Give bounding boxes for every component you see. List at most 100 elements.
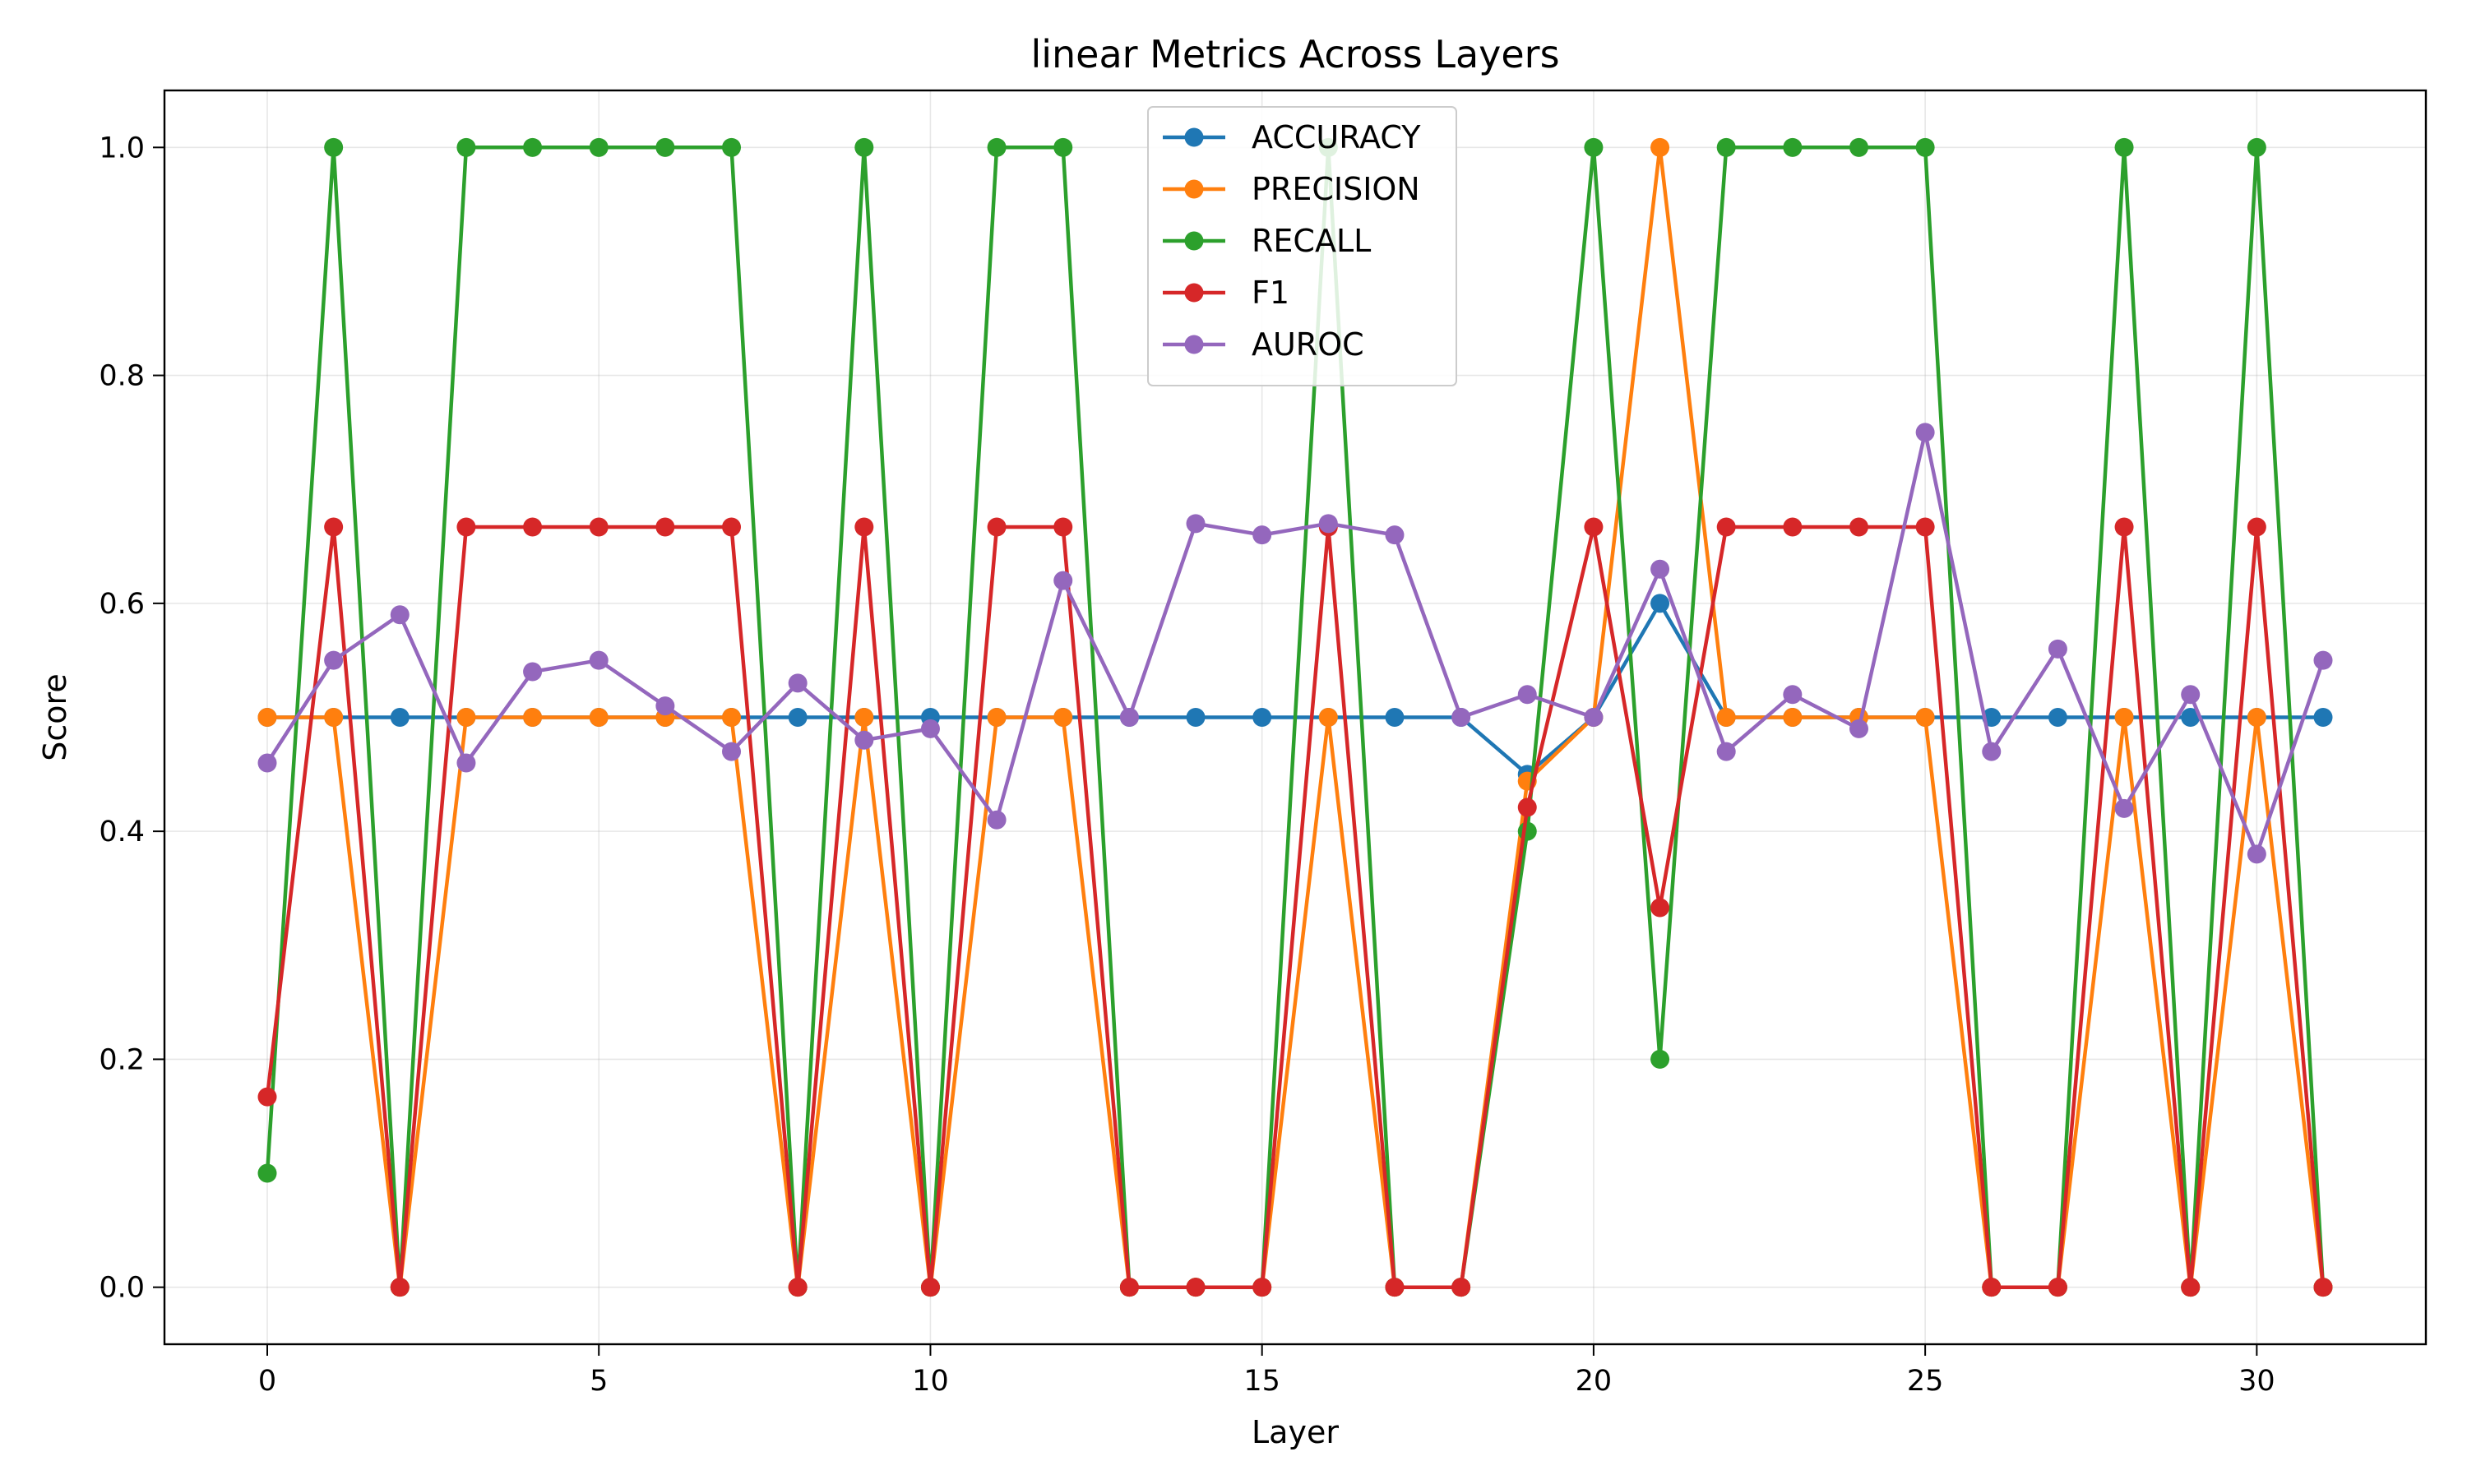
data-point-recall	[722, 137, 742, 157]
data-point-recall	[2247, 137, 2266, 157]
legend-label: F1	[1252, 275, 1289, 311]
x-tick-label: 0	[258, 1365, 276, 1398]
legend-frame	[1147, 106, 1457, 386]
y-tick-label: 0.2	[99, 1043, 145, 1076]
data-point-auroc	[1119, 708, 1139, 727]
data-point-auroc	[1783, 685, 1803, 705]
data-point-f1	[854, 517, 874, 537]
data-point-auroc	[854, 730, 874, 750]
data-point-f1	[589, 517, 609, 537]
data-point-f1	[1451, 1278, 1471, 1297]
data-point-recall	[854, 137, 874, 157]
legend-swatch-marker	[1184, 231, 1204, 251]
x-tick-label: 25	[1907, 1365, 1944, 1398]
data-point-f1	[523, 517, 543, 537]
data-point-recall	[1650, 1049, 1670, 1069]
legend-label: RECALL	[1252, 223, 1371, 259]
data-point-accuracy	[1650, 594, 1670, 613]
data-point-f1	[1252, 1278, 1272, 1297]
data-point-auroc	[1716, 742, 1736, 761]
data-point-auroc	[1982, 742, 2002, 761]
data-point-recall	[324, 137, 344, 157]
data-point-f1	[1584, 517, 1604, 537]
data-point-recall	[1716, 137, 1736, 157]
data-point-auroc	[1584, 708, 1604, 727]
data-point-f1	[2114, 517, 2134, 537]
data-point-auroc	[1849, 719, 1868, 738]
data-point-auroc	[920, 719, 940, 738]
data-point-f1	[1385, 1278, 1405, 1297]
data-point-recall	[456, 137, 476, 157]
y-tick-label: 0.6	[99, 588, 145, 621]
data-point-auroc	[1650, 559, 1670, 579]
data-point-recall	[1584, 137, 1604, 157]
data-point-recall	[987, 137, 1007, 157]
legend-swatch-marker	[1184, 283, 1204, 303]
data-point-f1	[390, 1278, 410, 1297]
data-point-precision	[324, 708, 344, 727]
data-point-f1	[456, 517, 476, 537]
data-point-f1	[655, 517, 675, 537]
legend: ACCURACY PRECISION RECALL F1 AUROC	[1147, 106, 1457, 386]
data-point-f1	[1716, 517, 1736, 537]
y-tick-label: 0.0	[99, 1272, 145, 1305]
data-point-auroc	[390, 605, 410, 625]
data-point-accuracy	[2313, 708, 2333, 727]
data-point-f1	[1849, 517, 1868, 537]
data-point-precision	[1650, 137, 1670, 157]
series-f1	[257, 517, 2333, 1297]
legend-item-f1: F1	[1163, 275, 1289, 311]
data-point-auroc	[2313, 650, 2333, 670]
plot-frame	[163, 89, 2428, 1346]
data-point-f1	[1119, 1278, 1139, 1297]
data-point-f1	[920, 1278, 940, 1297]
legend-label: AUROC	[1252, 326, 1364, 363]
data-point-recall	[655, 137, 675, 157]
data-point-precision	[2114, 708, 2134, 727]
legend-item-auroc: AUROC	[1163, 326, 1364, 363]
x-tick-label: 10	[912, 1365, 949, 1398]
data-point-auroc	[257, 753, 277, 773]
data-point-auroc	[589, 650, 609, 670]
data-point-precision	[854, 708, 874, 727]
data-point-auroc	[2181, 685, 2201, 705]
data-point-auroc	[1252, 525, 1272, 545]
data-point-f1	[2181, 1278, 2201, 1297]
legend-item-accuracy: ACCURACY	[1163, 119, 1421, 155]
x-axis-label: Layer	[1252, 1414, 1339, 1450]
data-point-f1	[987, 517, 1007, 537]
data-point-f1	[324, 517, 344, 537]
data-point-auroc	[324, 650, 344, 670]
legend-item-recall: RECALL	[1163, 223, 1371, 259]
data-point-accuracy	[390, 708, 410, 727]
data-point-f1	[2048, 1278, 2067, 1297]
data-point-f1	[1982, 1278, 2002, 1297]
data-point-accuracy	[788, 708, 808, 727]
data-point-recall	[1783, 137, 1803, 157]
data-point-accuracy	[1385, 708, 1405, 727]
data-point-auroc	[1451, 708, 1471, 727]
data-point-precision	[1915, 708, 1935, 727]
data-point-f1	[1517, 797, 1537, 817]
data-point-precision	[523, 708, 543, 727]
data-point-recall	[1053, 137, 1073, 157]
data-point-recall	[1849, 137, 1868, 157]
data-point-accuracy	[2181, 708, 2201, 727]
data-point-auroc	[1915, 423, 1935, 442]
x-tick-label: 20	[1576, 1365, 1613, 1398]
data-point-auroc	[722, 742, 742, 761]
data-point-recall	[1517, 821, 1537, 841]
data-point-auroc	[2048, 639, 2067, 659]
data-point-recall	[523, 137, 543, 157]
data-point-f1	[257, 1087, 277, 1107]
data-point-precision	[987, 708, 1007, 727]
data-point-auroc	[2114, 798, 2134, 818]
legend-swatch-marker	[1184, 127, 1204, 147]
series-line-f1	[265, 525, 2326, 1289]
series-auroc	[257, 423, 2333, 864]
data-point-accuracy	[1252, 708, 1272, 727]
y-tick-label: 1.0	[99, 132, 145, 164]
legend-swatch-marker	[1184, 335, 1204, 354]
